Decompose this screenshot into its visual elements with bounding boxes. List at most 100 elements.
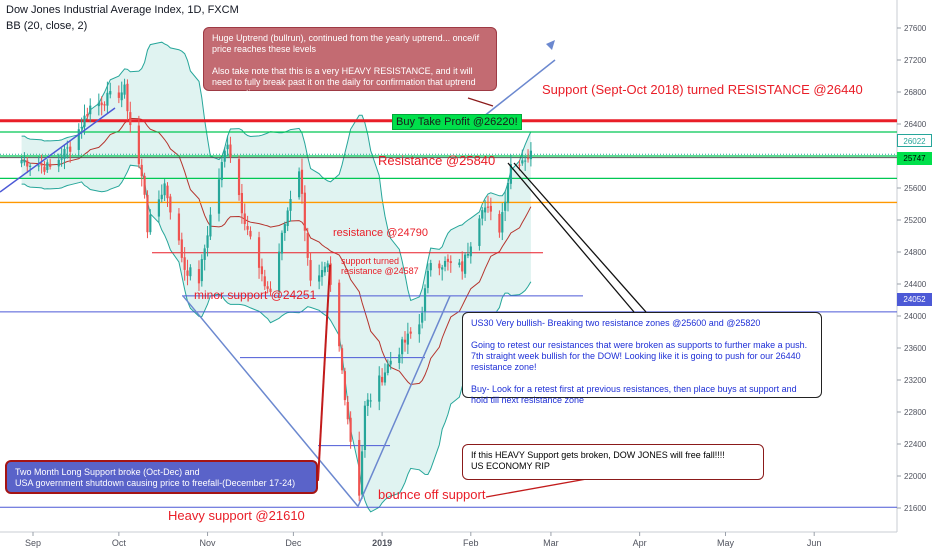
candle-body <box>346 402 349 420</box>
candle-body <box>340 348 344 371</box>
candle-body <box>458 262 461 265</box>
candle-body <box>120 92 123 101</box>
candle-body <box>443 260 447 267</box>
candle-body <box>209 214 212 237</box>
candle-body <box>149 214 152 233</box>
candle-body <box>421 312 424 323</box>
candle-body <box>166 185 169 199</box>
candle-body <box>186 270 189 276</box>
candle-body <box>501 212 504 233</box>
x-tick-label: 2019 <box>372 538 392 548</box>
x-tick-label: Apr <box>633 538 647 548</box>
candle-body <box>383 372 387 383</box>
candle-body <box>441 267 444 270</box>
freefall-note[interactable]: If this HEAVY Support gets broken, DOW J… <box>462 444 764 480</box>
candle-body <box>504 201 507 211</box>
resistance-24790-label: resistance @24790 <box>333 227 428 239</box>
candle-body <box>46 162 49 170</box>
buy-take-profit-label: Buy Take Profit @26220! <box>392 114 522 130</box>
candle-body <box>283 224 286 234</box>
candle-body <box>506 182 510 204</box>
y-tick-label: 22800 <box>904 408 927 417</box>
candle-body <box>80 126 83 129</box>
y-tick-label: 25200 <box>904 216 927 225</box>
x-tick-label: Feb <box>463 538 479 548</box>
candle-body <box>478 218 481 246</box>
candle-body <box>363 405 367 451</box>
candle-body <box>86 114 89 117</box>
candle-body <box>60 158 63 160</box>
candle-body <box>223 150 226 162</box>
y-tick-label: 24400 <box>904 280 927 289</box>
candle-body <box>423 288 427 312</box>
candle-body <box>240 193 243 214</box>
candle-body <box>318 275 321 282</box>
candle-body <box>289 199 292 211</box>
candle-body <box>263 276 266 287</box>
wedge-line-left <box>182 295 359 507</box>
y-tick-label: 27600 <box>904 24 927 33</box>
bollinger-fill <box>21 42 531 512</box>
candle-body <box>63 148 66 159</box>
candle-body <box>269 288 272 293</box>
candle-body <box>206 235 209 248</box>
candle-body <box>518 164 521 166</box>
bullish-pointer-a <box>507 162 635 313</box>
indicator-label: BB (20, close, 2) <box>6 20 88 32</box>
candle-body <box>349 417 352 442</box>
candle-body <box>249 230 252 237</box>
wedge-line-right <box>357 295 451 507</box>
candle-body <box>398 354 401 364</box>
y-tick-label: 25600 <box>904 184 927 193</box>
candle-body <box>449 261 452 264</box>
candle-body <box>358 439 361 496</box>
bollinger-lower <box>21 164 532 513</box>
resistance-26440-label: Support (Sept-Oct 2018) turned RESISTANC… <box>542 82 863 97</box>
chart-title: Dow Jones Industrial Average Index, 1D, … <box>6 4 239 16</box>
candle-body <box>20 160 23 164</box>
candle-body <box>360 451 364 495</box>
candle-body <box>498 213 501 233</box>
candle-body <box>338 282 341 347</box>
candle-body <box>418 324 421 335</box>
candle-body <box>461 261 464 272</box>
x-tick-label: May <box>717 538 735 548</box>
x-tick-label: Mar <box>543 538 559 548</box>
candle-body <box>106 92 109 106</box>
price-box-25747: 25747 <box>897 152 932 165</box>
candle-body <box>343 371 347 401</box>
candle-body <box>446 258 450 262</box>
candle-body <box>300 169 304 194</box>
support-broke-note[interactable]: Two Month Long Support broke (Oct-Dec) a… <box>5 460 318 494</box>
candle-body <box>429 263 432 271</box>
candle-body <box>401 339 404 355</box>
heavy-support-label: Heavy support @21610 <box>168 508 305 523</box>
candle-body <box>524 160 527 162</box>
candle-body <box>260 266 264 275</box>
bullish-note[interactable]: US30 Very bullish- Breaking two resistan… <box>462 312 822 405</box>
candle-body <box>257 237 261 268</box>
candle-body <box>77 129 80 150</box>
candle-body <box>197 269 201 284</box>
y-tick-label: 23600 <box>904 344 927 353</box>
candle-body <box>180 239 183 258</box>
candle-body <box>266 286 269 289</box>
candle-body <box>406 333 409 345</box>
bounce-label: bounce off support <box>378 487 486 502</box>
uptrend-note[interactable]: Huge Uptrend (bullrun), continued from t… <box>203 27 497 98</box>
price-box-24052: 24052 <box>897 293 932 306</box>
x-tick-label: Oct <box>112 538 127 548</box>
candle-body <box>277 251 281 292</box>
candle-body <box>37 165 40 167</box>
candle-body <box>169 196 172 213</box>
candle-body <box>529 150 533 160</box>
candle-body <box>23 160 26 163</box>
candle-body <box>286 210 289 226</box>
candle-body <box>69 146 72 152</box>
candle-body <box>486 206 490 208</box>
uptrend-line <box>0 107 116 193</box>
candle-body <box>481 210 484 219</box>
y-tick-label: 23200 <box>904 376 927 385</box>
candle-body <box>177 213 181 241</box>
